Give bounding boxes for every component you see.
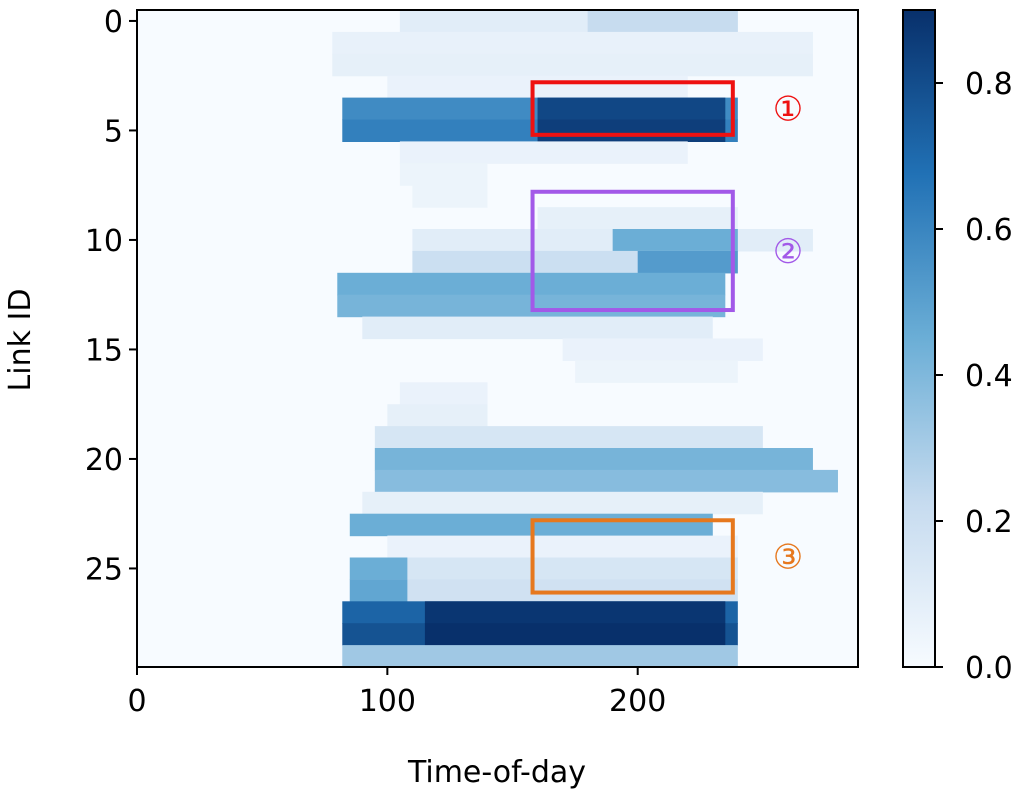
colorbar-axis: 0.0 0.2 0.4 0.6 0.8 [935,67,1013,686]
heatmap-band [387,535,738,559]
heatmap-band [587,10,738,33]
heatmap-band [374,426,763,449]
annotation-marker: ① [773,90,803,130]
heatmap-band [637,250,738,274]
heatmap-band [537,97,726,121]
heatmap-band [342,645,738,667]
heatmap-band [387,75,688,99]
heatmap-band [612,229,738,252]
heatmap-band [399,141,688,164]
heatmap-band [575,360,738,383]
annotation-marker: ③ [773,537,803,577]
x-tick-label: 100 [359,684,416,719]
colorbar-tick-label: 0.4 [965,359,1013,394]
colorbar-tick-label: 0.2 [965,505,1013,540]
heatmap-band [374,469,838,493]
heatmap-band [537,119,726,142]
colorbar-tick-label: 0.8 [965,67,1013,102]
colorbar-tick-label: 0.6 [965,213,1013,248]
heatmap-band [349,579,408,602]
heatmap-band [537,207,738,230]
heatmap-band [362,316,713,340]
heatmap-band [387,404,488,427]
colorbar [902,9,936,668]
heatmap-band [562,338,763,361]
x-tick-label: 200 [609,684,666,719]
annotation-box [530,518,735,595]
annotation-box [530,80,735,137]
heatmap-cells [332,10,838,667]
annotations: ① ② ③ [530,80,803,595]
heatmap-band [332,31,813,55]
heatmap-band [424,601,726,624]
x-tick-label: 0 [127,684,146,719]
x-axis: 0 100 200 [127,667,666,719]
y-tick-label: 5 [104,114,123,149]
x-axis-title: Time-of-day [407,755,586,790]
y-tick-label: 25 [85,552,123,587]
heatmap-band [332,53,813,77]
heatmap-band [349,557,408,580]
heatmap-band [399,382,488,405]
y-tick-label: 0 [104,5,123,40]
heatmap-band [412,185,488,208]
heatmap-band [362,491,763,515]
annotation-marker: ② [773,232,803,272]
heatmap-band [349,557,738,580]
y-axis: 0 5 10 15 20 25 [85,5,137,587]
y-tick-label: 10 [85,224,123,259]
y-axis-title: Link ID [3,289,38,392]
heatmap-band [424,623,726,646]
colorbar-tick-label: 0.0 [965,651,1013,686]
y-tick-label: 20 [85,443,123,478]
heatmap-band [374,448,813,471]
heatmap-band [399,163,488,186]
y-tick-label: 15 [85,333,123,368]
plot-frame [136,9,859,668]
annotation-box [530,189,735,313]
